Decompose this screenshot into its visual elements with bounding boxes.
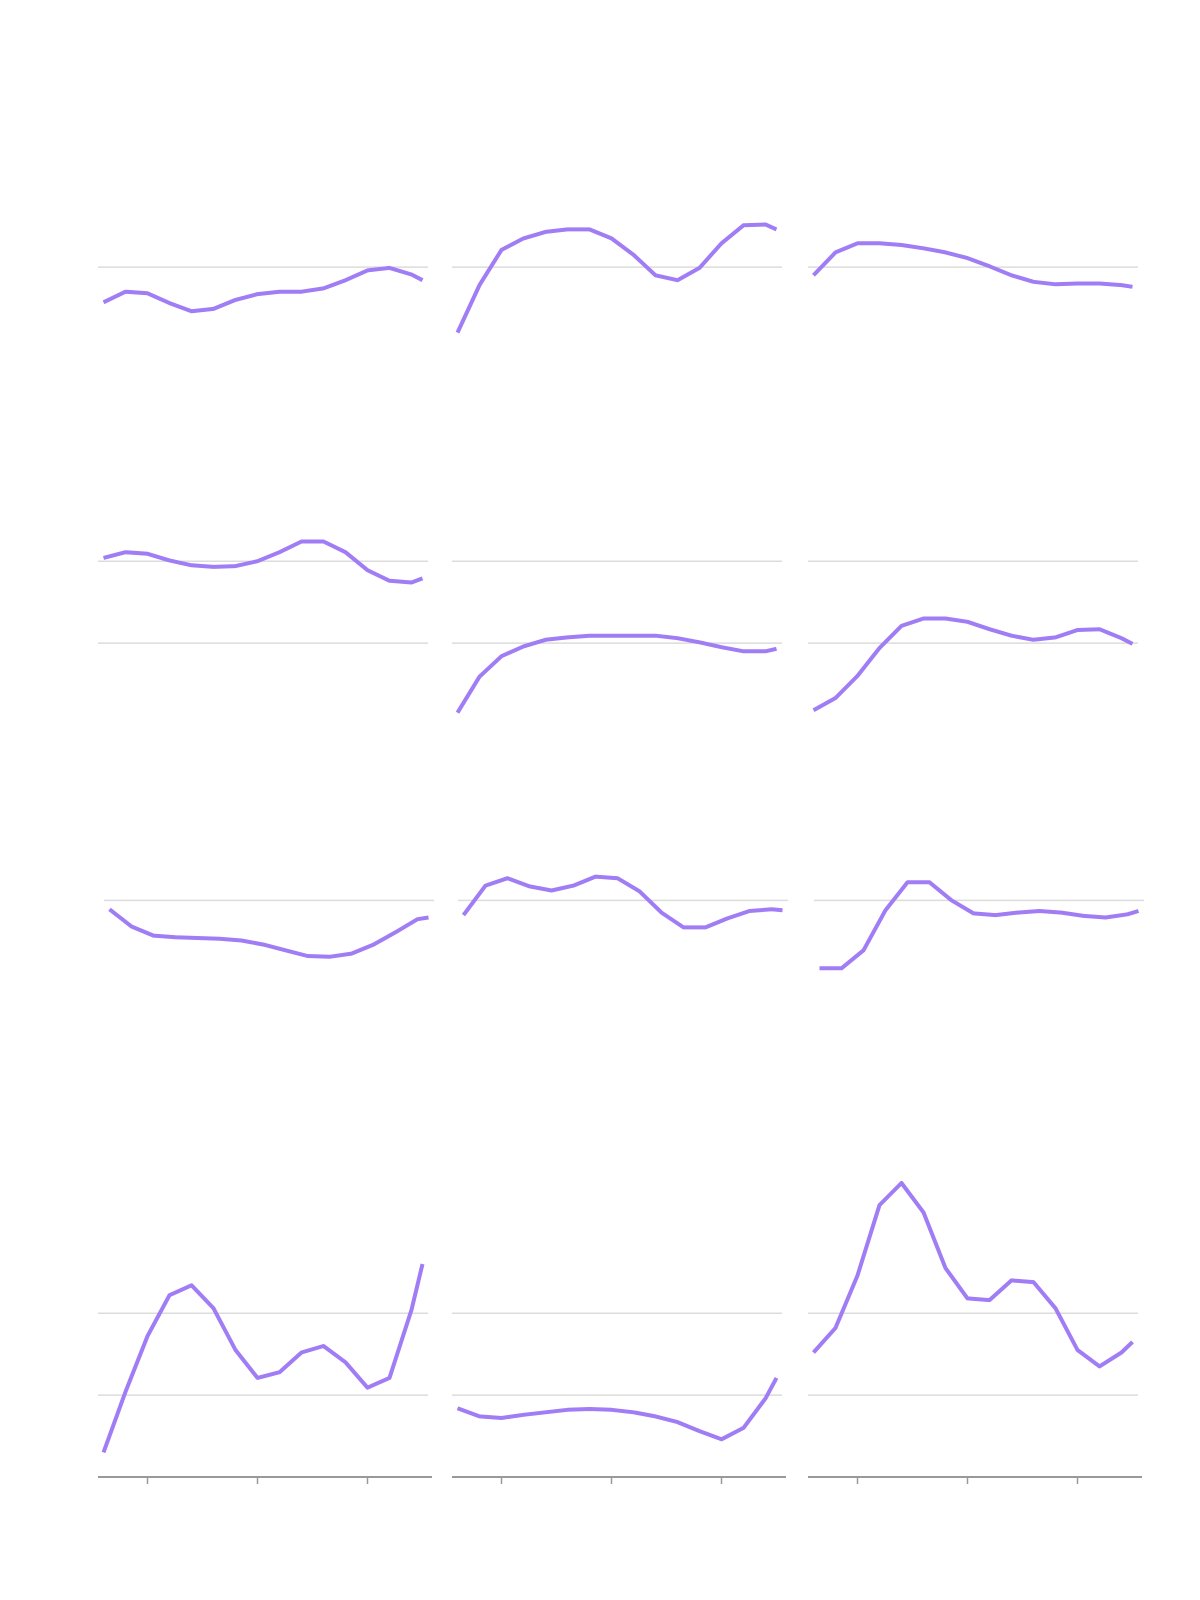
line-series: [102, 265, 424, 314]
line-series: [102, 539, 424, 585]
line-series: [812, 241, 1133, 289]
line-series: [456, 1376, 779, 1442]
line-series: [455, 633, 777, 714]
line-series: [812, 1181, 1134, 1369]
line-series: [101, 1263, 425, 1454]
line-series: [461, 874, 783, 930]
line-series: [812, 616, 1134, 713]
line-series: [455, 222, 778, 334]
line-series: [108, 907, 429, 959]
line-series: [819, 880, 1140, 971]
